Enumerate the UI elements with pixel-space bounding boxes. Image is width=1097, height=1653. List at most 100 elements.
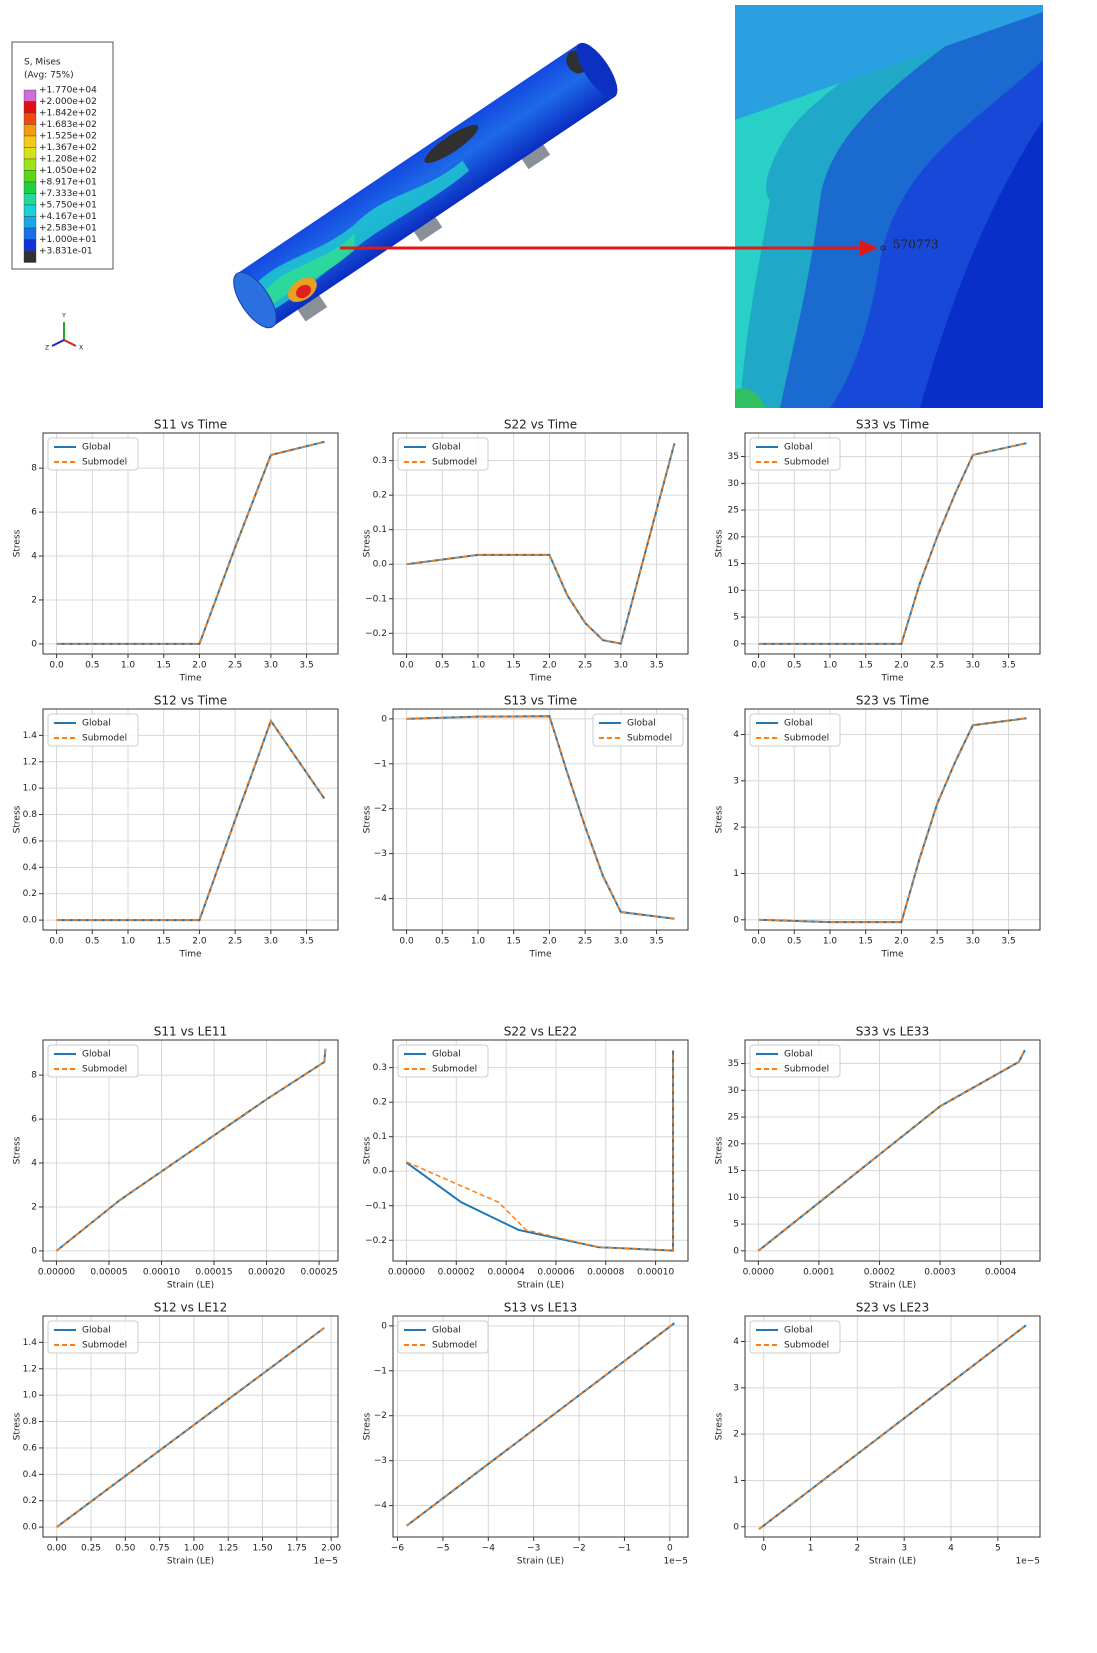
y-tick-label: 30 (728, 479, 740, 489)
legend-label: Submodel (82, 1341, 127, 1351)
chart: S23 vs Time0.00.51.01.52.02.53.03.501234… (715, 694, 1041, 960)
contour-swatch (24, 159, 36, 171)
series-line (407, 443, 675, 643)
y-tick-label: 3 (733, 1383, 739, 1393)
y-tick-label: 5 (733, 613, 739, 623)
y-tick-label: 3 (733, 776, 739, 786)
legend-label: Global (432, 1326, 461, 1336)
x-tick-label: 0.00000 (388, 1268, 425, 1278)
y-tick-label: −4 (374, 1501, 388, 1511)
x-tick-label: 0.5 (787, 937, 801, 947)
chart-title: S12 vs LE12 (154, 1301, 227, 1315)
y-tick-label: 0.8 (23, 810, 38, 820)
pipe-model (226, 37, 633, 346)
series-line (759, 443, 1027, 644)
y-axis-label: Stress (363, 1412, 373, 1440)
legend-label: Global (784, 443, 813, 453)
y-tick-label: −2 (374, 1411, 387, 1421)
y-tick-label: −2 (374, 804, 387, 814)
x-tick-label: 0.0003 (924, 1268, 956, 1278)
chart-title: S11 vs LE11 (154, 1025, 227, 1039)
x-tick-label: 0.0 (399, 661, 414, 671)
contour-swatch (24, 102, 36, 114)
x-tick-label: 1 (808, 1544, 814, 1554)
y-tick-label: −0.2 (365, 1236, 387, 1246)
x-tick-label: 3.5 (299, 661, 313, 671)
y-tick-label: 4 (733, 1337, 739, 1347)
y-tick-label: 0.3 (373, 456, 387, 466)
contour-swatch (24, 205, 36, 217)
legend-label: Global (82, 719, 111, 729)
x-tick-label: −6 (391, 1544, 405, 1554)
contour-label: +1.770e+04 (39, 86, 97, 96)
legend-label: Submodel (82, 1065, 127, 1075)
x-tick-label: 0.5 (435, 937, 449, 947)
chart: S11 vs Time0.00.51.01.52.02.53.03.502468… (13, 418, 339, 684)
y-tick-label: 20 (728, 1139, 740, 1149)
legend-label: Submodel (627, 734, 672, 744)
y-tick-label: 0.0 (373, 560, 388, 570)
series-line (759, 718, 1027, 922)
x-tick-label: 1.0 (471, 937, 486, 947)
chart: S23 vs LE2301234501234Strain (LE)Stress1… (715, 1301, 1041, 1567)
contour-label: +1.208e+02 (39, 155, 97, 165)
y-tick-label: 10 (728, 586, 740, 596)
series-line (57, 442, 325, 644)
y-tick-label: 25 (728, 506, 739, 516)
contour-label: +1.050e+02 (39, 166, 97, 176)
x-tick-label: 3.0 (966, 937, 981, 947)
contour-label: +4.167e+01 (39, 212, 97, 222)
x-tick-label: 1.5 (859, 937, 873, 947)
y-tick-label: 8 (31, 464, 37, 474)
y-tick-label: 1.0 (23, 1391, 38, 1401)
series-line (56, 1049, 325, 1251)
x-tick-label: 3.5 (299, 937, 313, 947)
chart-title: S13 vs Time (504, 694, 577, 708)
y-tick-label: 30 (728, 1086, 740, 1096)
x-tick-label: −1 (618, 1544, 631, 1554)
y-tick-label: 0 (381, 714, 387, 724)
y-tick-label: 0 (733, 915, 739, 925)
x-axis-label: Strain (LE) (869, 1557, 916, 1567)
triad-y: Y (61, 313, 66, 320)
y-tick-label: 0.4 (23, 1470, 38, 1480)
y-axis-label: Stress (13, 805, 23, 833)
y-tick-label: −0.1 (365, 594, 387, 604)
x-tick-label: −4 (482, 1544, 496, 1554)
y-tick-label: 0.2 (23, 1496, 37, 1506)
x-tick-label: 2.5 (228, 937, 242, 947)
x-tick-label: 0.00025 (300, 1268, 337, 1278)
contour-label: +8.917e+01 (39, 178, 97, 188)
x-tick-label: 1.25 (218, 1544, 238, 1554)
x-tick-label: 0.0 (751, 937, 766, 947)
x-tick-label: 0.0004 (985, 1268, 1017, 1278)
y-tick-label: 0.2 (373, 1098, 387, 1108)
y-axis-label: Stress (13, 1136, 23, 1164)
legend-label: Submodel (432, 458, 477, 468)
x-tick-label: 2.00 (321, 1544, 341, 1554)
contour-label: +2.583e+01 (39, 224, 97, 234)
y-tick-label: 0.3 (373, 1063, 387, 1073)
x-tick-label: 0.0 (399, 937, 414, 947)
x-tick-label: 0.0 (49, 661, 64, 671)
x-tick-label: 1.0 (121, 937, 136, 947)
chart-title: S23 vs LE23 (856, 1301, 929, 1315)
axis-triad: Y Z X (45, 313, 83, 352)
y-tick-label: 2 (733, 823, 739, 833)
x-tick-label: 2.0 (192, 937, 207, 947)
x-tick-label: 2.5 (228, 661, 242, 671)
x-tick-label: 1.5 (507, 937, 521, 947)
x-tick-label: 2.5 (930, 937, 944, 947)
triad-z: Z (45, 345, 49, 352)
x-tick-label: 3.0 (966, 661, 981, 671)
y-tick-label: −3 (374, 849, 387, 859)
x-tick-label: −2 (572, 1544, 585, 1554)
y-tick-label: 6 (31, 1115, 37, 1125)
y-tick-label: 0.8 (23, 1417, 38, 1427)
legend-label: Global (784, 1050, 813, 1060)
contour-title: S, Mises (24, 58, 61, 68)
series-line (57, 721, 325, 920)
